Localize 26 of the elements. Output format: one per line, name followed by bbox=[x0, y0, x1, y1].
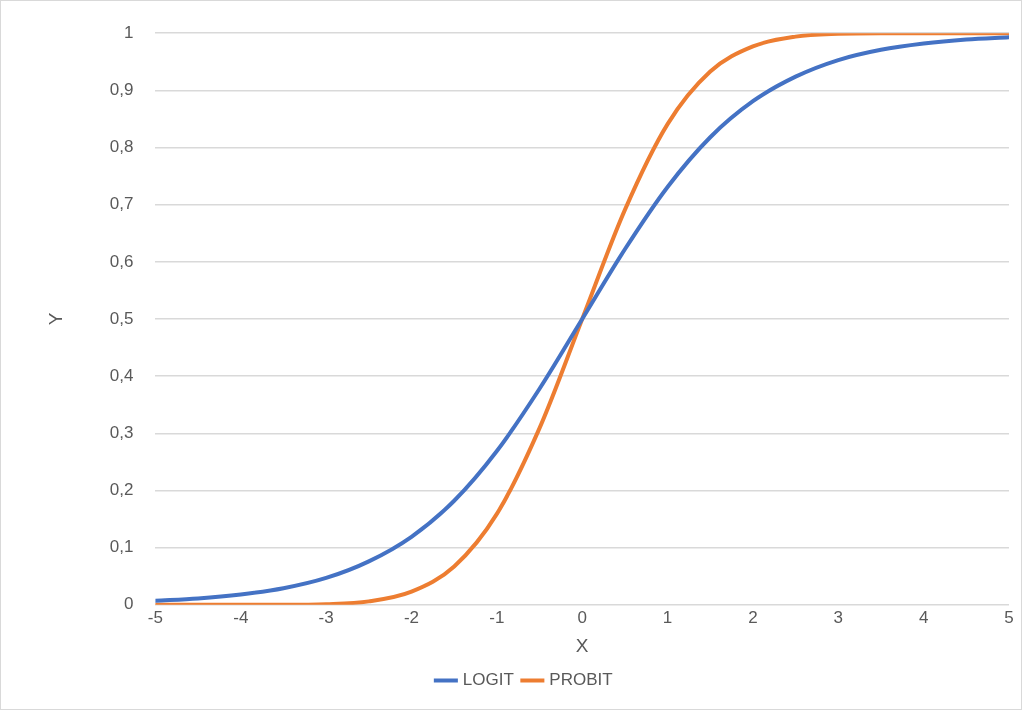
x-tick-label: 2 bbox=[748, 607, 758, 627]
y-tick-label: 0,5 bbox=[109, 308, 134, 328]
y-tick-label: 0,1 bbox=[109, 537, 134, 557]
y-tick-label: 1 bbox=[123, 22, 134, 42]
x-tick-label: 0 bbox=[577, 607, 587, 627]
x-tick-label: 4 bbox=[918, 607, 929, 627]
legend-label: LOGIT bbox=[462, 670, 514, 690]
y-tick-label: 0,9 bbox=[109, 80, 134, 100]
y-tick-label: 0,6 bbox=[109, 251, 134, 271]
x-axis-title: X bbox=[575, 634, 589, 656]
y-tick-label: 0,7 bbox=[109, 194, 134, 214]
x-tick-label: -2 bbox=[403, 607, 420, 627]
y-tick-label: 0,2 bbox=[109, 480, 134, 500]
y-tick-label: 0,8 bbox=[109, 137, 134, 157]
x-tick-label: -4 bbox=[233, 607, 249, 627]
y-tick-label: 0,4 bbox=[109, 365, 134, 385]
y-tick-label: 0 bbox=[123, 594, 134, 614]
legend-label: PROBIT bbox=[549, 670, 613, 690]
x-tick-label: 1 bbox=[662, 607, 673, 627]
x-tick-label: -5 bbox=[147, 607, 163, 627]
x-tick-label: -1 bbox=[489, 607, 505, 627]
x-tick-label: 3 bbox=[833, 607, 844, 627]
x-tick-label: -3 bbox=[318, 607, 334, 627]
x-tick-label: 5 bbox=[1004, 607, 1014, 627]
y-tick-label: 0,3 bbox=[109, 423, 134, 443]
y-axis-title: Y bbox=[44, 312, 66, 326]
